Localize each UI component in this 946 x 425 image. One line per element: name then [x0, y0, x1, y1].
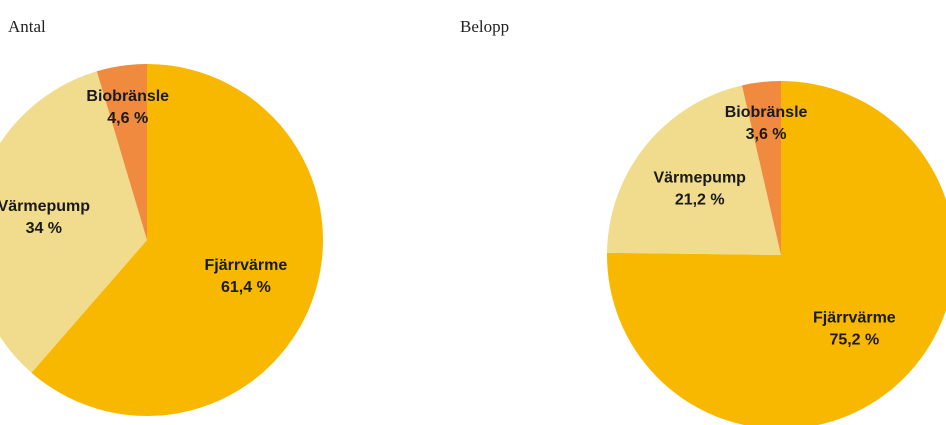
- slice-value-label: 4,6 %: [107, 110, 148, 127]
- slice-value-label: 34 %: [26, 220, 62, 237]
- pie-slice: [607, 81, 946, 425]
- slice-value-label: 3,6 %: [746, 126, 787, 143]
- slice-label: Värmepump: [653, 170, 746, 187]
- pie-slice: [31, 64, 323, 417]
- pie-slice: [0, 71, 147, 373]
- slice-label: Fjärrvärme: [813, 310, 896, 327]
- pie-slice: [741, 81, 781, 255]
- slice-value-label: 75,2 %: [829, 332, 879, 349]
- slice-value-label: 61,4 %: [221, 279, 271, 296]
- pie-slice: [607, 85, 781, 255]
- slice-label: Biobränsle: [725, 104, 808, 121]
- slice-label: Värmepump: [0, 198, 90, 215]
- slice-value-label: 21,2 %: [675, 192, 725, 209]
- chart-title: Antal: [8, 17, 46, 36]
- chart-title: Belopp: [460, 17, 509, 36]
- slice-label: Fjärrvärme: [205, 257, 288, 274]
- pie-slice: [96, 64, 147, 240]
- slice-label: Biobränsle: [86, 88, 169, 105]
